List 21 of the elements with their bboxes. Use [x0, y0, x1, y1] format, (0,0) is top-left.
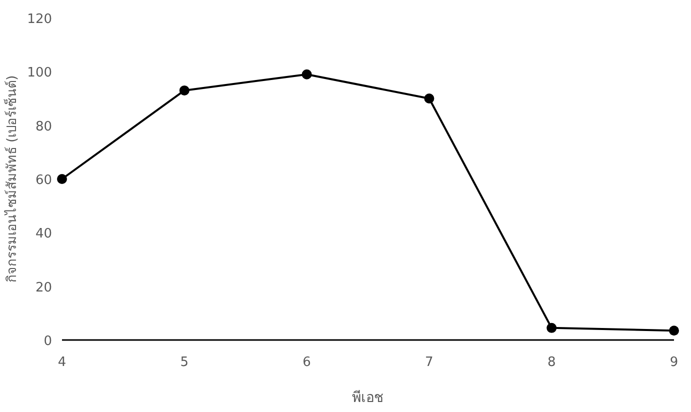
x-tick-label: 7: [425, 355, 434, 370]
x-tick-label: 8: [547, 355, 556, 370]
x-tick-label: 6: [302, 355, 311, 370]
point: [669, 326, 679, 336]
point: [424, 94, 434, 104]
y-tick-label: 20: [35, 280, 52, 296]
y-tick-label: 60: [35, 173, 52, 188]
x-tick-label: 5: [180, 355, 189, 370]
point: [57, 174, 67, 184]
x-axis-title: พีเอช: [352, 390, 384, 406]
x-tick-label: 9: [670, 355, 678, 370]
y-tick-label: 80: [35, 119, 52, 134]
y-tick-label: 120: [27, 12, 52, 27]
y-axis-title: กิจกรรมเอนไซม์สัมพัทธ์ (เปอร์เซ็นต์): [2, 75, 20, 283]
point: [546, 322, 557, 333]
y-tick-label: 40: [35, 226, 52, 242]
point: [179, 85, 190, 96]
y-tick-label: 100: [27, 66, 52, 81]
x-tick-label: 4: [58, 355, 66, 370]
y-tick-label: 0: [44, 334, 52, 349]
point: [302, 69, 312, 80]
